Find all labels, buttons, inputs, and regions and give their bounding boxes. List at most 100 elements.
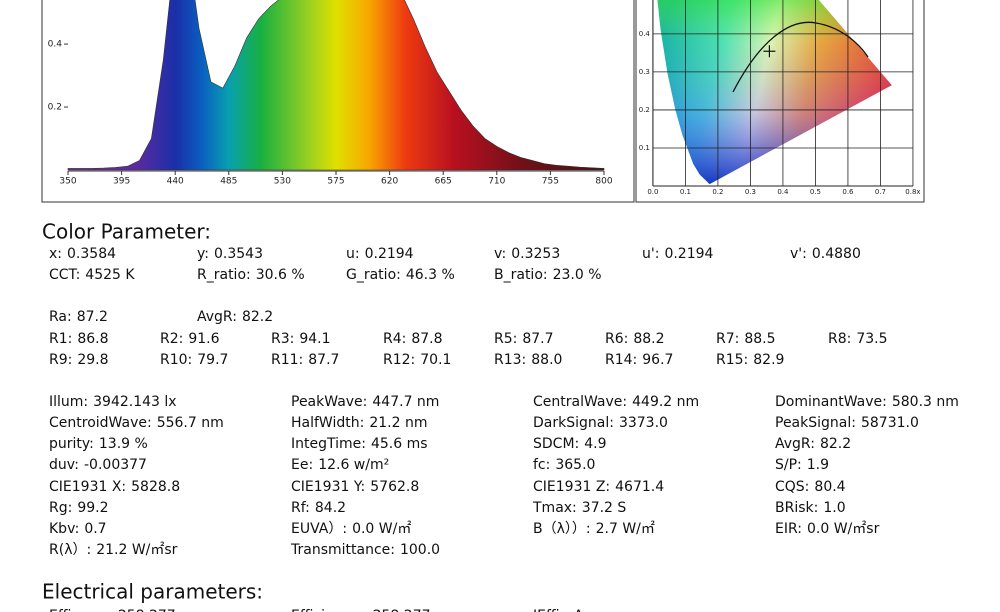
parameter-value: 96.7 (642, 352, 673, 368)
parameter-label: CIE1931 X: (49, 479, 126, 495)
parameter-label: v': (790, 246, 807, 262)
parameter-label: CIE1931 Y: (291, 479, 365, 495)
parameter: u': 0.2194 (642, 246, 714, 262)
parameter-label: duv: (49, 457, 79, 473)
parameter-value: 45.6 ms (371, 436, 428, 452)
parameter-value: 99.2 (77, 500, 108, 516)
parameter-label: B（λ））: (533, 521, 591, 537)
parameter-value: 86.8 (77, 331, 108, 347)
parameter: Rf: 84.2 (291, 500, 346, 516)
parameter-value: 79.7 (197, 352, 228, 368)
parameter: IntegTime: 45.6 ms (291, 436, 428, 452)
parameter-label: R_ratio: (197, 267, 251, 283)
parameter: purity: 13.9 % (49, 436, 148, 452)
parameter: B（λ））: 2.7 W/㎡ (533, 521, 655, 537)
parameter: R5: 87.7 (494, 331, 554, 347)
parameter-value: 21.2 W/㎡sr (96, 542, 177, 558)
parameter: R3: 94.1 (271, 331, 331, 347)
parameter: duv: -0.00377 (49, 457, 147, 473)
parameter: CIE1931 Z: 4671.4 (533, 479, 664, 495)
y-tick-label: 0.2 (639, 106, 650, 114)
parameter: R8: 73.5 (828, 331, 888, 347)
parameter-label: R6: (605, 331, 628, 347)
parameter-label: HalfWidth: (291, 415, 364, 431)
parameter-label: SDCM: (533, 436, 579, 452)
parameter-value: 80.4 (814, 479, 845, 495)
parameter-label: EIR: (775, 521, 802, 537)
parameter-label: EUVA）: (291, 521, 347, 537)
parameter-value: 29.8 (77, 352, 108, 368)
x-tick-label: 620 (381, 177, 398, 187)
y-tick-label: 0.3 (639, 68, 650, 76)
parameter: Efficacy : 258.277 (49, 608, 176, 612)
parameter-label: Ee: (291, 457, 313, 473)
x-tick-label: 0.4 (777, 188, 789, 196)
parameter-value: 365.0 (555, 457, 595, 473)
parameter-label: DarkSignal: (533, 415, 614, 431)
parameter-value: 258.277 (373, 608, 431, 612)
x-tick-label: 0.2 (712, 188, 723, 196)
parameter: CIE1931 Y: 5762.8 (291, 479, 419, 495)
parameter-value: 88.0 (531, 352, 562, 368)
x-tick-label: 755 (542, 177, 559, 187)
parameter-label: Efficiency : (291, 608, 368, 612)
parameter: fc: 365.0 (533, 457, 595, 473)
parameter-label: S/P: (775, 457, 802, 473)
parameter: R4: 87.8 (383, 331, 443, 347)
parameter-label: CentralWave: (533, 394, 627, 410)
x-tick-label: 575 (327, 177, 344, 187)
parameter-value: -0.00377 (84, 457, 147, 473)
parameter-value: 94.1 (299, 331, 330, 347)
parameter: R9: 29.8 (49, 352, 109, 368)
parameter-label: R7: (716, 331, 739, 347)
spectrum-frame (41, 0, 635, 203)
parameter-label: y: (197, 246, 209, 262)
parameter: CQS: 80.4 (775, 479, 846, 495)
parameter-label: IntegTime: (291, 436, 366, 452)
parameter: DarkSignal: 3373.0 (533, 415, 668, 431)
parameter-value: 4525 K (85, 267, 135, 283)
parameter-label: Transmittance: (290, 542, 395, 558)
x-tick-label: 0.0 (647, 188, 658, 196)
parameter-label: R10: (160, 352, 192, 368)
parameter-label: Rf: (291, 500, 310, 516)
parameter: Kbv: 0.7 (49, 521, 107, 537)
parameter: HalfWidth: 21.2 nm (291, 415, 427, 431)
parameter: v': 0.4880 (790, 246, 861, 262)
parameter: CentroidWave: 556.7 nm (49, 415, 224, 431)
x-tick-label: 800 (595, 177, 612, 187)
parameter: IEffi : A (533, 608, 584, 612)
parameter-value: 100.0 (400, 542, 440, 558)
parameter-label: v: (494, 246, 506, 262)
parameter: PeakWave: 447.7 nm (291, 394, 439, 410)
x-tick-label: 0.6 (842, 188, 854, 196)
parameter: y: 0.3543 (197, 246, 263, 262)
parameter: u: 0.2194 (346, 246, 414, 262)
parameter-label: CIE1931 Z: (533, 479, 610, 495)
y-tick-label: 0.1 (639, 144, 650, 152)
parameter: R2: 91.6 (160, 331, 220, 347)
parameter-value: 30.6 % (256, 267, 305, 283)
x-tick-label: 0.1 (680, 188, 691, 196)
parameter-value: 0.3584 (67, 246, 116, 262)
parameter-label: R15: (716, 352, 748, 368)
parameter: Ra: 87.2 (49, 309, 108, 325)
parameter-label: R14: (605, 352, 637, 368)
parameter-value: 2.7 W/㎡ (596, 521, 655, 537)
parameter-label: x: (49, 246, 62, 262)
parameter-value: 447.7 nm (372, 394, 439, 410)
parameter-label: Kbv: (49, 521, 79, 537)
parameter: CIE1931 X: 5828.8 (49, 479, 180, 495)
parameter-label: PeakSignal: (775, 415, 856, 431)
parameter: Illum: 3942.143 lx (49, 394, 177, 410)
parameter-value: 82.2 (242, 309, 273, 325)
parameter: EIR: 0.0 W/㎡sr (775, 521, 880, 537)
parameter: Ee: 12.6 w/m² (291, 457, 389, 473)
parameter-label: fc: (533, 457, 550, 473)
parameter: R(λ）: 21.2 W/㎡sr (49, 542, 178, 558)
parameter-label: Tmax: (532, 500, 577, 516)
x-tick-label: 485 (220, 177, 237, 187)
parameter-value: 84.2 (315, 500, 346, 516)
parameter: G_ratio: 46.3 % (346, 267, 455, 283)
parameter-label: R13: (494, 352, 526, 368)
